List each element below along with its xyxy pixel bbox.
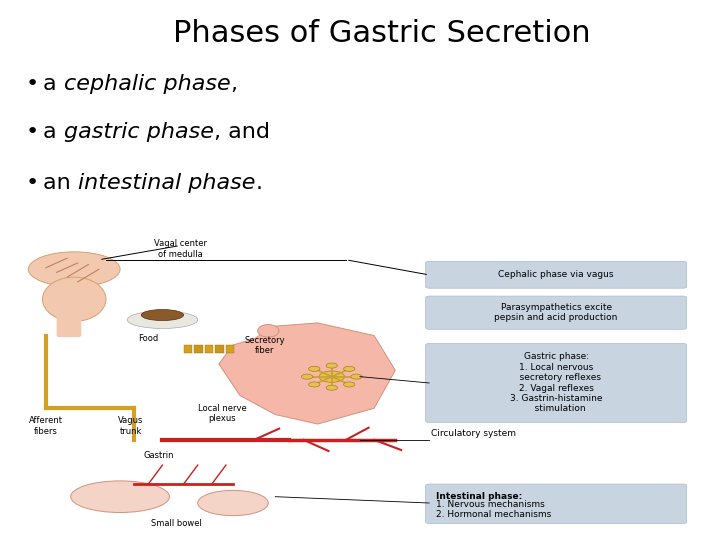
Bar <box>204 345 213 353</box>
Text: Intestinal phase:: Intestinal phase: <box>436 492 523 501</box>
Text: Parasympathetics excite
pepsin and acid production: Parasympathetics excite pepsin and acid … <box>495 303 618 322</box>
Text: Food: Food <box>138 334 158 343</box>
Text: , and: , and <box>214 122 270 143</box>
Ellipse shape <box>42 277 106 321</box>
Text: •: • <box>25 73 38 94</box>
Bar <box>184 345 192 353</box>
Text: Secretory
fiber: Secretory fiber <box>244 335 285 355</box>
FancyBboxPatch shape <box>426 261 687 288</box>
Text: cephalic phase: cephalic phase <box>64 73 230 94</box>
Text: •: • <box>25 122 38 143</box>
Text: a: a <box>43 73 64 94</box>
Text: a: a <box>43 122 64 143</box>
FancyBboxPatch shape <box>57 312 81 337</box>
Polygon shape <box>219 323 395 424</box>
Text: Local nerve
plexus: Local nerve plexus <box>198 403 247 423</box>
Ellipse shape <box>198 490 269 516</box>
Circle shape <box>309 366 320 372</box>
Ellipse shape <box>28 252 120 287</box>
Bar <box>194 345 202 353</box>
FancyBboxPatch shape <box>426 296 687 329</box>
Bar <box>215 345 224 353</box>
Text: •: • <box>25 172 38 193</box>
Ellipse shape <box>71 481 169 512</box>
Circle shape <box>302 374 312 379</box>
Ellipse shape <box>127 311 198 328</box>
Text: Phases of Gastric Secretion: Phases of Gastric Secretion <box>173 19 590 48</box>
Circle shape <box>326 385 338 390</box>
Text: ,: , <box>230 73 238 94</box>
Text: an: an <box>43 172 78 193</box>
Text: Vagal center
of medulla: Vagal center of medulla <box>153 239 207 259</box>
Text: 1. Nervous mechanisms
2. Hormonal mechanisms: 1. Nervous mechanisms 2. Hormonal mechan… <box>436 500 552 519</box>
Bar <box>226 345 235 353</box>
FancyBboxPatch shape <box>426 484 687 524</box>
Text: intestinal phase: intestinal phase <box>78 172 256 193</box>
Circle shape <box>326 363 338 368</box>
Circle shape <box>343 366 355 372</box>
Text: Circulatory system: Circulatory system <box>431 429 516 438</box>
Ellipse shape <box>258 325 279 337</box>
Text: .: . <box>256 172 263 193</box>
Text: Gastric phase:
1. Local nervous
   secretory reflexes
2. Vagal reflexes
3. Gastr: Gastric phase: 1. Local nervous secretor… <box>510 353 603 414</box>
Text: gastric phase: gastric phase <box>64 122 214 143</box>
Text: Vagus
trunk: Vagus trunk <box>118 416 143 436</box>
Circle shape <box>351 374 362 379</box>
Circle shape <box>343 382 355 387</box>
Ellipse shape <box>141 309 184 321</box>
Circle shape <box>319 371 344 382</box>
Text: Small bowel: Small bowel <box>151 519 202 528</box>
Text: Afferent
fibers: Afferent fibers <box>29 416 63 436</box>
Text: Gastrin: Gastrin <box>144 451 174 460</box>
FancyBboxPatch shape <box>426 343 687 422</box>
Text: Cephalic phase via vagus: Cephalic phase via vagus <box>498 271 614 279</box>
Circle shape <box>309 382 320 387</box>
